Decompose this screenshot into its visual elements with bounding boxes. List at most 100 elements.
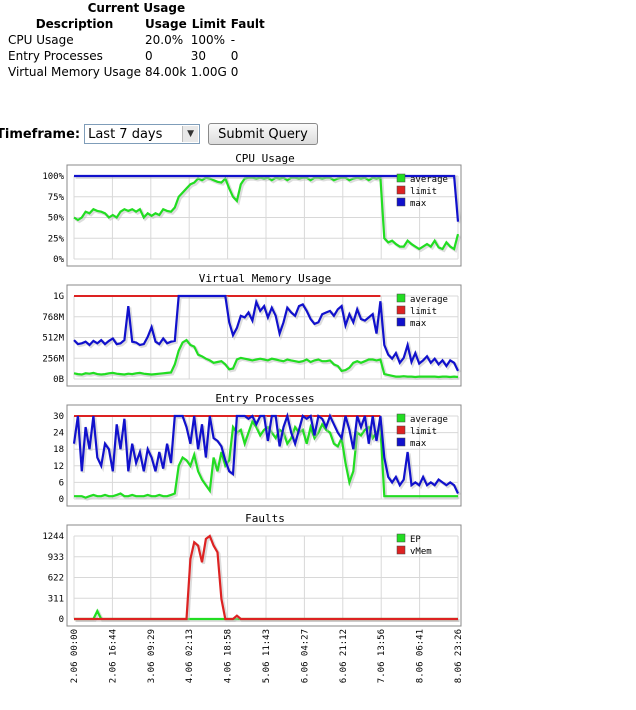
series-shadow: [74, 177, 461, 253]
series-line-max: [73, 294, 459, 372]
ep-usage: 0: [145, 49, 153, 63]
legend-label: limit: [410, 307, 437, 317]
header-limit: Limit: [191, 17, 226, 31]
y-tick-label: 25%: [48, 234, 65, 244]
legend-label: max: [410, 319, 427, 329]
cpu-limit: 100%: [190, 33, 226, 47]
x-tick-label: 4.06 18:58: [224, 629, 234, 683]
series-shadow: [75, 176, 461, 224]
chart-frame: [66, 164, 462, 267]
y-tick-label: 12: [53, 462, 64, 472]
y-tick-label: 1244: [42, 532, 64, 542]
series-shadow: [75, 535, 460, 622]
chart-title: CPU Usage: [235, 152, 295, 165]
legend-label: max: [410, 439, 427, 449]
vmem-usage: 84.00k: [145, 65, 187, 79]
legend-label: EP: [410, 535, 421, 545]
ep-limit: 30: [190, 49, 207, 63]
legend-swatch: [396, 545, 406, 555]
timeframe-label: Timeframe:: [0, 126, 81, 142]
chart-0: CPU Usage 100% 75% 50% 25% 0% average limit max: [42, 152, 462, 267]
y-tick-label: 622: [48, 574, 64, 584]
series-line-max: [74, 174, 460, 222]
table-row: Entry Processes 0 30 0: [6, 48, 267, 64]
legend-swatch: [396, 317, 406, 327]
chart-2: Entry Processes 30 24 18 12 6 0 average limit max: [53, 392, 462, 507]
x-tick-label: 5.06 11:43: [262, 629, 272, 683]
submit-query-button[interactable]: Submit Query: [208, 123, 318, 145]
chart-3: Faults 1244 933 622 311 0 EP vMem 2.06 00:00 2.06…: [42, 512, 464, 683]
legend-swatch: [396, 305, 406, 315]
cpu-description: CPU Usage: [8, 33, 74, 47]
chart-title: Virtual Memory Usage: [199, 272, 331, 285]
legend-label: max: [410, 199, 427, 209]
legend-swatch: [396, 185, 406, 195]
x-tick-label: 7.06 13:56: [377, 629, 387, 683]
series-shadow: [74, 412, 461, 496]
header-description: Description: [35, 17, 114, 31]
legend-swatch: [396, 173, 406, 183]
y-tick-label: 50%: [48, 214, 65, 224]
y-tick-label: 0B: [53, 375, 64, 385]
chart-title: Faults: [245, 512, 285, 525]
y-tick-label: 100%: [42, 172, 64, 182]
table-row: Virtual Memory Usage 84.00k 1.00G 0: [6, 64, 267, 80]
y-tick-label: 768M: [42, 313, 64, 323]
header-usage: Usage: [145, 17, 187, 31]
series-line-average: [74, 419, 458, 499]
x-tick-label: 3.06 09:29: [147, 629, 157, 683]
y-tick-label: 0: [59, 495, 64, 505]
series-line-ep: [74, 608, 458, 621]
legend-label: vMem: [410, 547, 432, 557]
legend-label: average: [410, 415, 448, 425]
timeframe-form: Timeframe: Last 7 days ▼ Submit Query: [0, 123, 318, 145]
y-tick-label: 512M: [42, 334, 64, 344]
y-tick-label: 6: [59, 478, 64, 488]
legend-swatch: [396, 293, 406, 303]
vmem-fault: 0: [230, 65, 239, 79]
current-usage-table: Current Usage Description Usage Limit Fa…: [6, 0, 267, 80]
y-tick-label: 24: [53, 429, 64, 439]
chart-frame: [66, 524, 462, 627]
header-fault: Fault: [230, 17, 265, 31]
cpu-usage: 20.0%: [145, 33, 184, 47]
y-tick-label: 0%: [53, 255, 64, 265]
timeframe-select[interactable]: Last 7 days ▼: [84, 124, 201, 144]
usage-table-title: Current Usage: [87, 1, 186, 15]
y-tick-label: 18: [53, 445, 64, 455]
legend-swatch: [396, 413, 406, 423]
chart-frame: [66, 404, 462, 507]
x-tick-label: 6.06 04:27: [300, 629, 310, 683]
ep-fault: 0: [230, 49, 239, 63]
ep-description: Entry Processes: [8, 49, 103, 63]
timeframe-selected-value: Last 7 days: [88, 126, 163, 142]
legend-label: average: [410, 295, 448, 305]
series-line-average: [73, 338, 459, 379]
legend-label: limit: [410, 187, 437, 197]
legend-swatch: [396, 533, 406, 543]
chevron-down-icon[interactable]: ▼: [182, 126, 199, 142]
series-line-max: [72, 412, 459, 494]
chart-frame: [66, 284, 462, 387]
y-tick-label: 311: [48, 594, 64, 604]
y-tick-label: 30: [53, 412, 64, 422]
table-row: CPU Usage 20.0% 100% -: [6, 32, 267, 48]
vmem-description: Virtual Memory Usage: [8, 65, 142, 79]
legend-swatch: [396, 425, 406, 435]
x-tick-label: 2.06 00:00: [70, 629, 80, 683]
series-shadow: [75, 419, 460, 501]
y-tick-label: 256M: [42, 354, 64, 364]
legend-label: average: [410, 175, 448, 185]
y-tick-label: 933: [48, 553, 64, 563]
series-shadow: [75, 339, 460, 381]
series-line-average: [73, 176, 460, 251]
y-tick-label: 1G: [53, 292, 64, 302]
legend-label: limit: [410, 427, 437, 437]
x-tick-label: 4.06 02:13: [185, 629, 195, 683]
legend-swatch: [396, 437, 406, 447]
chart-title: Entry Processes: [215, 392, 314, 405]
chart-1: Virtual Memory Usage 1G 768M 512M 256M 0B aver…: [42, 272, 462, 387]
series-line-vmem: [74, 534, 458, 621]
vmem-limit: 1.00G: [190, 65, 227, 79]
